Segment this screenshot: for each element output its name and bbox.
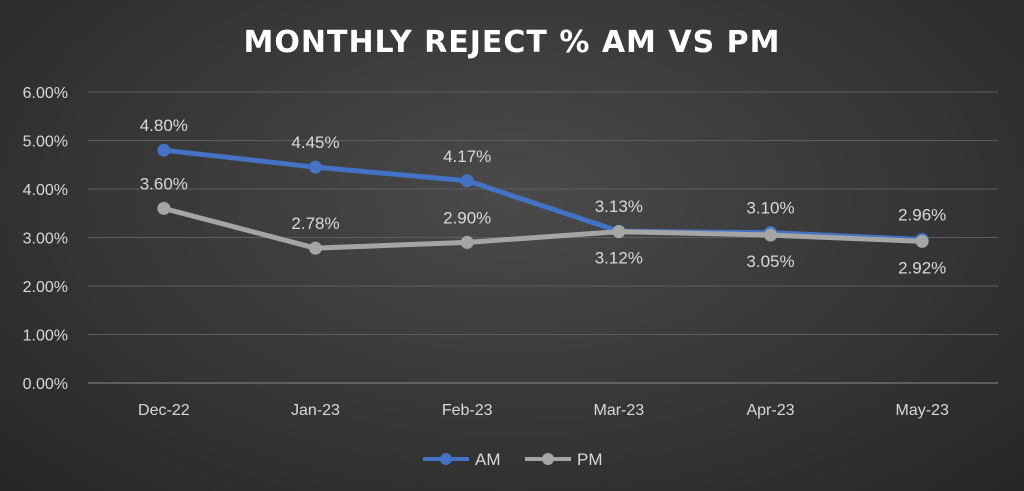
- data-label-am: 4.45%: [291, 133, 339, 152]
- chart-title: MONTHLY REJECT % AM VS PM: [244, 25, 781, 60]
- data-point-am: [157, 143, 171, 157]
- data-point-am: [309, 160, 322, 174]
- legend: AM PM: [423, 450, 603, 469]
- data-point-pm: [764, 228, 777, 242]
- x-tick-label: Apr-23: [746, 402, 794, 419]
- series-line-am: [161, 147, 925, 242]
- legend-marker-am: [440, 453, 452, 465]
- data-label-am: 4.80%: [140, 116, 188, 135]
- data-label-pm: 3.05%: [746, 252, 794, 271]
- y-tick-label: 1.00%: [23, 328, 68, 345]
- data-label-pm: 2.92%: [898, 258, 946, 277]
- data-point-pm: [157, 201, 171, 215]
- data-point-pm: [612, 225, 626, 239]
- data-label-am: 4.17%: [443, 147, 491, 166]
- data-label-pm: 3.12%: [595, 249, 643, 268]
- data-point-am: [460, 174, 474, 188]
- y-tick-label: 3.00%: [23, 231, 68, 248]
- data-label-am: 3.13%: [595, 197, 643, 216]
- y-tick-label: 0.00%: [23, 376, 68, 393]
- x-tick-label: Jan-23: [291, 402, 340, 419]
- x-tick-label: Feb-23: [442, 402, 493, 419]
- y-tick-label: 2.00%: [23, 279, 68, 296]
- legend-marker-pm: [542, 453, 554, 465]
- data-labels: 4.80% 4.45% 4.17% 3.13% 3.10% 2.96% 3.60% 2.78%…: [140, 116, 947, 277]
- data-point-pm: [460, 235, 474, 249]
- data-point-pm: [309, 241, 322, 255]
- data-label-am: 2.96%: [898, 205, 946, 224]
- x-tick-label: Dec-22: [138, 402, 190, 419]
- data-label-am: 3.10%: [746, 199, 794, 218]
- x-axis-ticks: Dec-22 Jan-23 Feb-23 Mar-23 Apr-23 May-23: [138, 402, 949, 419]
- data-label-pm: 2.78%: [291, 214, 339, 233]
- gridlines: [88, 91, 998, 384]
- y-axis-ticks: 0.00% 1.00% 2.00% 3.00% 4.00% 5.00% 6.00%: [23, 85, 68, 393]
- legend-label-am: AM: [475, 450, 501, 469]
- legend-label-pm: PM: [577, 450, 603, 469]
- series-group: [157, 143, 929, 255]
- y-tick-label: 6.00%: [23, 85, 68, 102]
- y-tick-label: 5.00%: [23, 134, 68, 151]
- data-label-pm: 3.60%: [140, 174, 188, 193]
- y-tick-label: 4.00%: [23, 182, 68, 199]
- x-tick-label: May-23: [895, 402, 948, 419]
- data-point-pm: [915, 234, 929, 248]
- series-line-pm: [161, 205, 925, 251]
- data-label-pm: 2.90%: [443, 208, 491, 227]
- x-tick-label: Mar-23: [593, 402, 644, 419]
